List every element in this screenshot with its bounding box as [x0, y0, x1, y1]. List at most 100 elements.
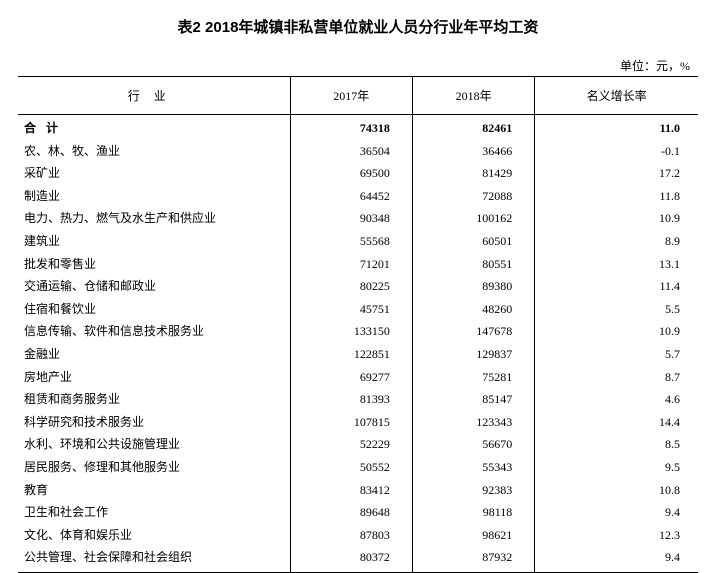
- cell-2017: 80225: [290, 276, 412, 299]
- table-row: 制造业644527208811.8: [18, 185, 698, 208]
- table-row: 公共管理、社会保障和社会组织80372879329.4: [18, 547, 698, 573]
- cell-2017: 69500: [290, 163, 412, 186]
- cell-2017: 83412: [290, 479, 412, 502]
- cell-growth: 12.3: [535, 524, 698, 547]
- cell-growth: 5.7: [535, 343, 698, 366]
- cell-industry: 住宿和餐饮业: [18, 298, 290, 321]
- cell-2018: 82461: [412, 115, 534, 141]
- cell-industry: 卫生和社会工作: [18, 502, 290, 525]
- cell-2017: 64452: [290, 185, 412, 208]
- cell-growth: 10.9: [535, 321, 698, 344]
- cell-2017: 133150: [290, 321, 412, 344]
- cell-2018: 85147: [412, 389, 534, 412]
- cell-growth: 5.5: [535, 298, 698, 321]
- cell-industry: 居民服务、修理和其他服务业: [18, 456, 290, 479]
- table-row: 交通运输、仓储和邮政业802258938011.4: [18, 276, 698, 299]
- cell-industry: 金融业: [18, 343, 290, 366]
- cell-growth: 8.7: [535, 366, 698, 389]
- cell-2018: 98621: [412, 524, 534, 547]
- table-row: 住宿和餐饮业45751482605.5: [18, 298, 698, 321]
- cell-industry: 农、林、牧、渔业: [18, 140, 290, 163]
- table-row: 采矿业695008142917.2: [18, 163, 698, 186]
- table-row: 批发和零售业712018055113.1: [18, 253, 698, 276]
- cell-industry: 批发和零售业: [18, 253, 290, 276]
- table-row-total: 合计743188246111.0: [18, 115, 698, 141]
- cell-industry: 房地产业: [18, 366, 290, 389]
- table-row: 水利、环境和公共设施管理业52229566708.5: [18, 434, 698, 457]
- cell-2018: 72088: [412, 185, 534, 208]
- table-header-row: 行业 2017年 2018年 名义增长率: [18, 77, 698, 115]
- cell-growth: 4.6: [535, 389, 698, 412]
- table-row: 信息传输、软件和信息技术服务业13315014767810.9: [18, 321, 698, 344]
- cell-industry: 交通运输、仓储和邮政业: [18, 276, 290, 299]
- table-row: 居民服务、修理和其他服务业50552553439.5: [18, 456, 698, 479]
- table-row: 租赁和商务服务业81393851474.6: [18, 389, 698, 412]
- cell-2017: 71201: [290, 253, 412, 276]
- cell-2018: 60501: [412, 230, 534, 253]
- cell-2017: 89648: [290, 502, 412, 525]
- cell-2017: 36504: [290, 140, 412, 163]
- cell-2018: 36466: [412, 140, 534, 163]
- cell-2017: 55568: [290, 230, 412, 253]
- header-industry: 行业: [18, 77, 290, 115]
- cell-2018: 56670: [412, 434, 534, 457]
- cell-2017: 90348: [290, 208, 412, 231]
- table-body: 合计743188246111.0农、林、牧、渔业3650436466-0.1采矿…: [18, 115, 698, 573]
- cell-growth: 8.5: [535, 434, 698, 457]
- unit-label: 单位：元，%: [18, 57, 698, 74]
- cell-growth: 9.5: [535, 456, 698, 479]
- cell-growth: 10.8: [535, 479, 698, 502]
- cell-growth: 10.9: [535, 208, 698, 231]
- table-row: 房地产业69277752818.7: [18, 366, 698, 389]
- cell-growth: 14.4: [535, 411, 698, 434]
- cell-2018: 48260: [412, 298, 534, 321]
- cell-2017: 107815: [290, 411, 412, 434]
- cell-growth: 11.0: [535, 115, 698, 141]
- table-row: 建筑业55568605018.9: [18, 230, 698, 253]
- table-row: 文化、体育和娱乐业878039862112.3: [18, 524, 698, 547]
- table-row: 卫生和社会工作89648981189.4: [18, 502, 698, 525]
- cell-industry: 建筑业: [18, 230, 290, 253]
- cell-2018: 147678: [412, 321, 534, 344]
- table-title: 表2 2018年城镇非私营单位就业人员分行业年平均工资: [18, 16, 698, 37]
- cell-industry: 科学研究和技术服务业: [18, 411, 290, 434]
- cell-industry: 制造业: [18, 185, 290, 208]
- header-growth: 名义增长率: [535, 77, 698, 115]
- cell-2018: 75281: [412, 366, 534, 389]
- cell-industry: 信息传输、软件和信息技术服务业: [18, 321, 290, 344]
- header-2017: 2017年: [290, 77, 412, 115]
- cell-2017: 69277: [290, 366, 412, 389]
- cell-industry: 合计: [18, 115, 290, 141]
- cell-2017: 122851: [290, 343, 412, 366]
- cell-industry: 文化、体育和娱乐业: [18, 524, 290, 547]
- table-row: 农、林、牧、渔业3650436466-0.1: [18, 140, 698, 163]
- table-row: 电力、热力、燃气及水生产和供应业9034810016210.9: [18, 208, 698, 231]
- table-row: 科学研究和技术服务业10781512334314.4: [18, 411, 698, 434]
- cell-2018: 123343: [412, 411, 534, 434]
- header-2018: 2018年: [412, 77, 534, 115]
- table-row: 教育834129238310.8: [18, 479, 698, 502]
- cell-2018: 89380: [412, 276, 534, 299]
- cell-2017: 80372: [290, 547, 412, 573]
- cell-2017: 52229: [290, 434, 412, 457]
- cell-2018: 100162: [412, 208, 534, 231]
- wage-table: 行业 2017年 2018年 名义增长率 合计743188246111.0农、林…: [18, 76, 698, 573]
- cell-growth: 9.4: [535, 547, 698, 573]
- cell-growth: 13.1: [535, 253, 698, 276]
- cell-growth: 8.9: [535, 230, 698, 253]
- cell-2018: 87932: [412, 547, 534, 573]
- cell-growth: 9.4: [535, 502, 698, 525]
- cell-growth: 17.2: [535, 163, 698, 186]
- cell-2018: 92383: [412, 479, 534, 502]
- cell-2018: 55343: [412, 456, 534, 479]
- cell-2017: 74318: [290, 115, 412, 141]
- cell-industry: 租赁和商务服务业: [18, 389, 290, 412]
- cell-2017: 50552: [290, 456, 412, 479]
- table-row: 金融业1228511298375.7: [18, 343, 698, 366]
- cell-growth: 11.8: [535, 185, 698, 208]
- cell-industry: 采矿业: [18, 163, 290, 186]
- cell-2018: 98118: [412, 502, 534, 525]
- cell-2018: 80551: [412, 253, 534, 276]
- cell-2018: 81429: [412, 163, 534, 186]
- cell-2018: 129837: [412, 343, 534, 366]
